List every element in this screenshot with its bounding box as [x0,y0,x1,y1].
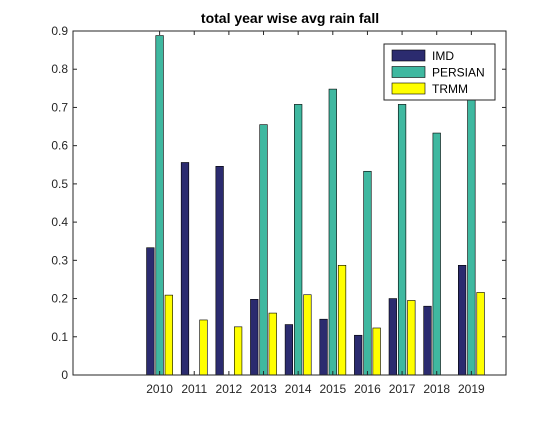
bar-imd-2017 [388,298,397,376]
y-tick-label: 0.1 [51,330,68,344]
bar-imd-2011 [180,162,190,376]
bar-trmm-2013 [268,312,277,376]
y-tick-label: 0.3 [51,253,68,267]
chart-title: total year wise avg rain fall [201,10,379,26]
legend-label-persian: PERSIAN [432,66,485,80]
bar-trmm-2011 [199,319,208,376]
x-tick-label: 2018 [423,382,450,396]
ticks-layer: 0 0.1 0.2 0.3 0.4 0.5 0.6 0.7 0.8 0.9 2010 2011 2012… [51,24,506,396]
bar-imd-2015 [319,318,328,376]
x-tick-label: 2017 [389,382,416,396]
bar-imd-2016 [354,334,363,376]
bar-trmm-2012 [234,326,243,376]
x-tick-label: 2019 [458,382,485,396]
bar-trmm-2010 [164,294,173,376]
x-tick-label: 2014 [285,382,312,396]
bar-persian-2017 [397,104,407,376]
x-tick-label: 2015 [319,382,346,396]
legend-swatch-trmm [391,82,426,95]
legend: IMD PERSIAN TRMM [383,43,496,101]
legend-label-imd: IMD [432,49,454,63]
legend-swatch-persian [391,66,426,78]
axes-frame [72,30,507,376]
bar-imd-2013 [250,299,259,376]
legend-swatch-imd [391,49,426,62]
x-tick-label: 2010 [146,382,173,396]
y-tick-label: 0 [61,368,68,382]
bar-trmm-2017 [407,300,416,376]
bar-imd-2012 [215,166,224,376]
bar-persian-2014 [294,104,303,376]
x-tick-label: 2011 [181,382,207,396]
y-tick-label: 0.5 [51,177,68,191]
bar-trmm-2014 [303,294,312,376]
y-tick-label: 0.6 [51,139,68,153]
x-tick-label: 2016 [354,382,381,396]
y-tick-label: 0.9 [51,24,68,38]
bar-persian-2013 [259,124,268,376]
y-tick-label: 0.4 [51,215,68,229]
bar-imd-2010 [146,247,155,376]
bar-trmm-2019 [476,292,485,376]
bar-imd-2019 [458,264,467,376]
legend-label-trmm: TRMM [432,82,468,96]
bar-persian-2019 [467,99,476,376]
bar-trmm-2016 [372,327,381,376]
y-tick-label: 0.8 [51,62,68,76]
bar-persian-2016 [363,170,372,376]
bar-persian-2010 [155,35,164,376]
y-tick-label: 0.2 [51,292,68,306]
bar-imd-2018 [423,305,432,376]
bar-persian-2015 [328,88,337,376]
y-tick-label: 0.7 [51,100,68,114]
bar-trmm-2015 [337,264,347,376]
x-tick-label: 2013 [250,382,277,396]
bar-imd-2014 [284,324,294,376]
x-tick-label: 2012 [216,382,243,396]
bars-layer [146,35,485,376]
bar-persian-2018 [432,132,441,376]
